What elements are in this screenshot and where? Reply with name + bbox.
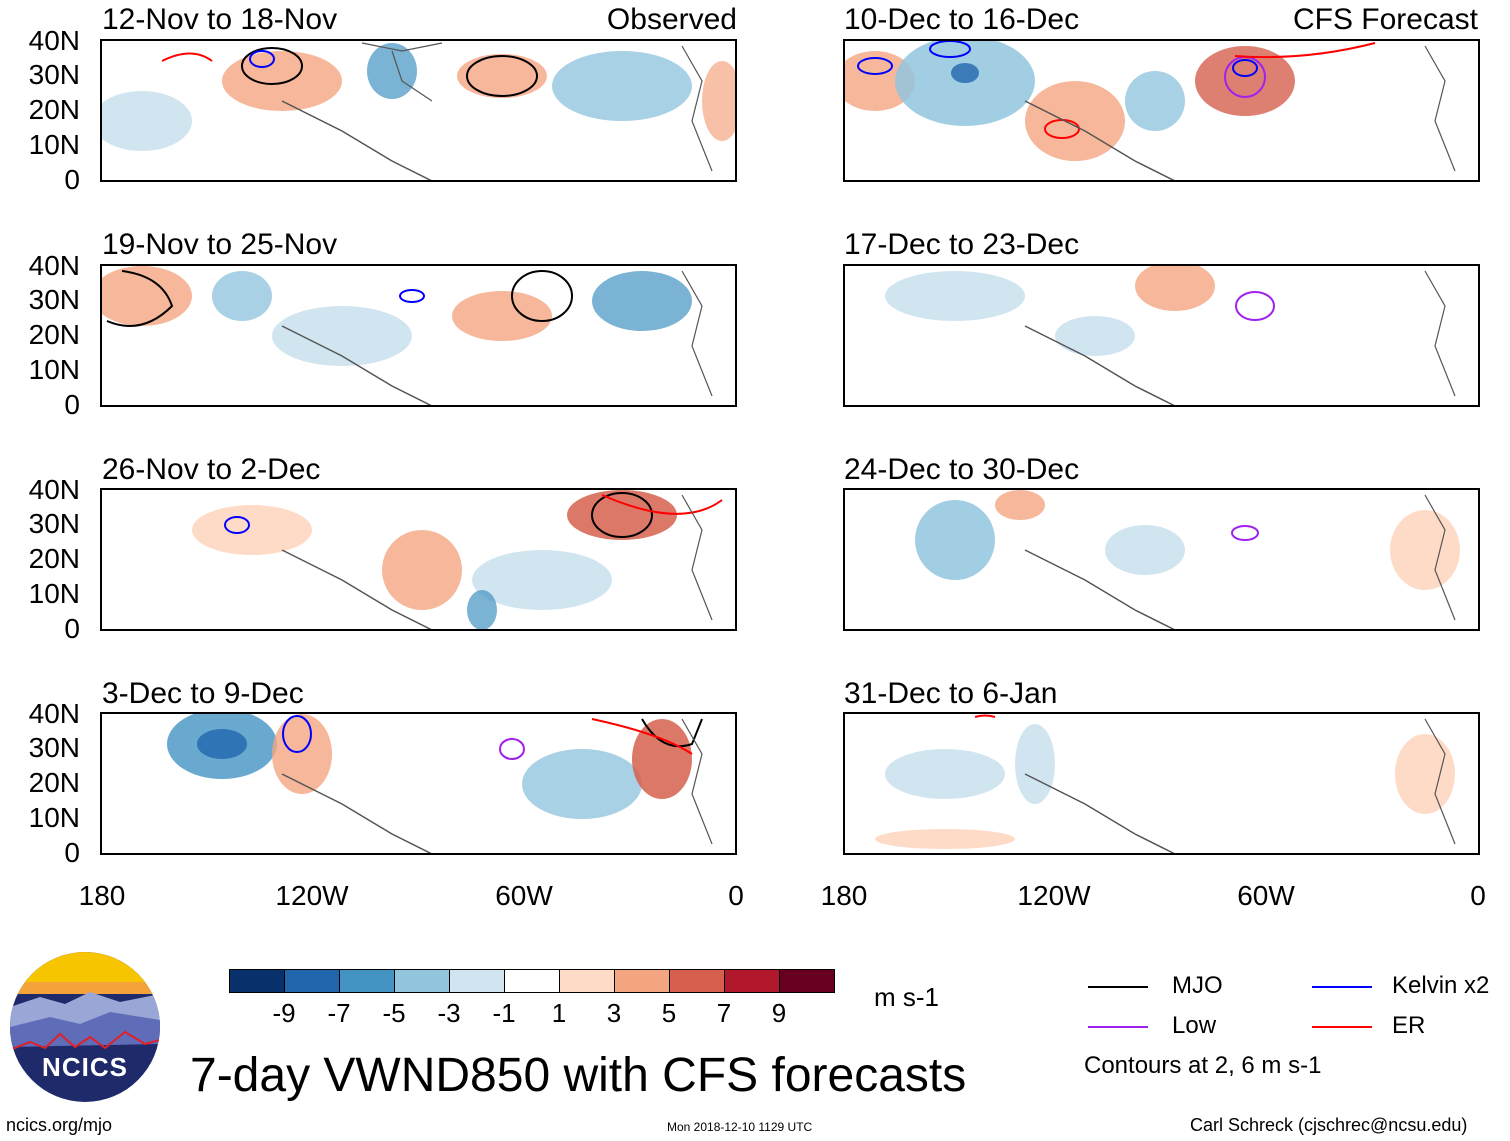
map-panel-observed-2: [100, 264, 737, 407]
panel-source-label: Observed: [606, 3, 737, 36]
y-tick: 40N: [28, 698, 80, 729]
colorbar-cell: [394, 969, 450, 993]
panel-source-label: CFS Forecast: [1292, 3, 1478, 36]
low-line: [1088, 1026, 1148, 1028]
colorbar-cell: [339, 969, 395, 993]
map-panel-forecast-3: [843, 488, 1480, 631]
map-field: [845, 41, 1456, 180]
panel-title: 12-Nov to 18-Nov: [102, 3, 338, 36]
map-field: [875, 714, 1456, 853]
kelvin-line: [1312, 986, 1372, 988]
y-tick: 40N: [28, 250, 80, 281]
kelvin-label: Kelvin x2: [1392, 972, 1490, 999]
y-tick: 40N: [28, 474, 80, 505]
panel-title: 3-Dec to 9-Dec: [102, 677, 304, 710]
colorbar-cell: [669, 969, 725, 993]
map-field: [102, 266, 713, 405]
x-tick: 120W: [1017, 880, 1091, 911]
map-field: [915, 490, 1460, 629]
footer-timestamp: Mon 2018-12-10 1129 UTC: [667, 1120, 813, 1134]
x-tick: 60W: [1237, 880, 1295, 911]
x-tick: 180: [78, 880, 126, 911]
panel-title: 19-Nov to 25-Nov: [102, 228, 338, 261]
panel-title: 31-Dec to 6-Jan: [844, 677, 1058, 710]
ncics-logo: NCICS: [10, 952, 160, 1102]
y-tick: 0: [64, 613, 80, 644]
er-label: ER: [1392, 1012, 1426, 1039]
colorbar-cell: [449, 969, 505, 993]
y-tick: 40N: [28, 25, 80, 56]
colorbar-cell: [559, 969, 615, 993]
colorbar-cell: [229, 969, 285, 993]
x-tick: 60W: [495, 880, 553, 911]
y-tick: 30N: [28, 284, 80, 315]
colorbar-tick: -7: [327, 998, 351, 1028]
map-field: [167, 714, 713, 853]
y-tick: 20N: [28, 543, 80, 574]
y-tick: 0: [64, 164, 80, 195]
y-tick: 10N: [28, 354, 80, 385]
map-field: [885, 266, 1456, 405]
map-field: [192, 490, 723, 629]
panel-title: 17-Dec to 23-Dec: [844, 228, 1080, 261]
y-tick: 10N: [28, 129, 80, 160]
y-tick: 20N: [28, 767, 80, 798]
colorbar-tick: -5: [382, 998, 406, 1028]
logo-text: NCICS: [42, 1052, 128, 1082]
er-line: [1312, 1026, 1372, 1028]
colorbar-tick: -1: [492, 998, 516, 1028]
footer-url[interactable]: ncics.org/mjo: [6, 1115, 113, 1135]
low-label: Low: [1172, 1012, 1217, 1039]
map-panel-observed-3: [100, 488, 737, 631]
y-tick: 30N: [28, 732, 80, 763]
x-tick: 0: [1470, 880, 1486, 911]
colorbar-cell: [504, 969, 560, 993]
y-tick: 20N: [28, 319, 80, 350]
contour-note: Contours at 2, 6 m s-1: [1084, 1052, 1322, 1079]
y-tick: 10N: [28, 802, 80, 833]
x-tick: 180: [820, 880, 868, 911]
colorbar-tick: 3: [606, 998, 622, 1028]
mjo-line: [1088, 986, 1148, 988]
colorbar-tick: 7: [716, 998, 732, 1028]
colorbar-tick: -3: [437, 998, 461, 1028]
y-tick: 0: [64, 389, 80, 420]
x-tick: 120W: [275, 880, 349, 911]
y-tick: 20N: [28, 94, 80, 125]
panel-title: 10-Dec to 16-Dec: [844, 3, 1080, 36]
panel-title: 26-Nov to 2-Dec: [102, 453, 321, 486]
panel-title: 24-Dec to 30-Dec: [844, 453, 1080, 486]
y-tick: 10N: [28, 578, 80, 609]
map-panel-forecast-2: [843, 264, 1480, 407]
colorbar-tick: 5: [661, 998, 677, 1028]
map-panel-forecast-4: [843, 712, 1480, 855]
y-tick: 0: [64, 837, 80, 868]
colorbar-units: m s-1: [874, 982, 939, 1012]
y-tick: 30N: [28, 508, 80, 539]
colorbar-cell: [779, 969, 835, 993]
map-panel-observed-1: [100, 39, 737, 182]
colorbar-tick: 1: [551, 998, 567, 1028]
colorbar-cell: [614, 969, 670, 993]
map-panel-forecast-1: [843, 39, 1480, 182]
footer-author: Carl Schreck (cjschrec@ncsu.edu): [1190, 1115, 1468, 1135]
colorbar-cell: [724, 969, 780, 993]
mjo-label: MJO: [1172, 972, 1223, 999]
y-tick: 30N: [28, 59, 80, 90]
colorbar-tick: 9: [771, 998, 787, 1028]
map-field: [102, 42, 735, 180]
map-panel-observed-4: [100, 712, 737, 855]
colorbar-tick: -9: [272, 998, 296, 1028]
colorbar-cell: [284, 969, 340, 993]
x-tick: 0: [728, 880, 744, 911]
main-title: 7-day VWND850 with CFS forecasts: [190, 1049, 967, 1102]
